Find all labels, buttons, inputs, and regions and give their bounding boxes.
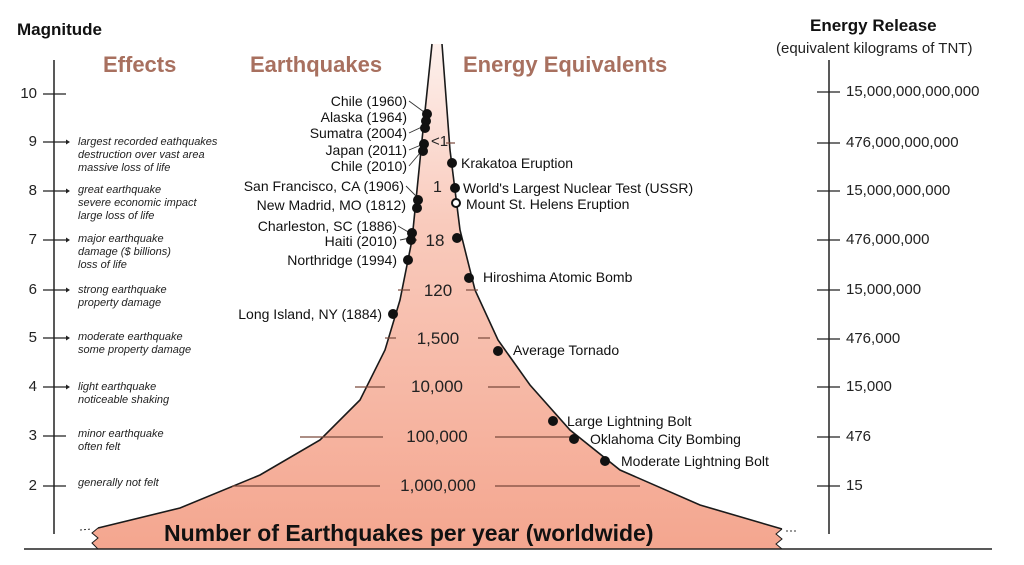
energy-equivalent-label: Average Tornado [513,342,620,358]
energy-value: 15,000,000,000,000 [846,83,980,100]
earthquakes-heading: Earthquakes [250,52,383,77]
energy-value: 15,000,000,000 [846,182,951,199]
count-1500: 1,500 [416,329,460,348]
effect-text-3: minor earthquake often felt [78,428,164,453]
earthquake-label: Charleston, SC (1886) [257,218,397,234]
count-1000000: 1,000,000 [400,476,476,495]
earthquake-label: New Madrid, MO (1812) [256,197,406,213]
energy-value: 476,000,000,000 [846,134,959,151]
magnitude-label: 10 [20,85,37,102]
earthquake-label: Chile (1960) [330,93,407,109]
magnitude-label: 8 [28,182,37,199]
energy-release-title: Energy Release [810,16,937,35]
energy-equivalent-label: Krakatoa Eruption [461,155,574,171]
energy-value: 476,000,000 [846,231,930,248]
effect-text-6: strong earthquake property damage [78,284,167,309]
leader-lines [397,100,425,241]
earthquake-label: Haiti (2010) [324,233,397,249]
earthquake-label: Chile (2010) [330,158,407,174]
effects-heading: Effects [103,52,177,77]
effect-text-8: great earthquake severe economic impact … [78,184,197,222]
earthquake-label: Long Island, NY (1884) [238,306,382,322]
energy-equivalent-label: Large Lightning Bolt [567,413,692,429]
count-1: 1 [433,179,442,196]
earthquake-dots [388,109,432,319]
effect-arrowheads [66,139,70,390]
energy-value: 15,000 [846,378,892,395]
magnitude-label: 5 [28,329,37,346]
effect-text-2: generally not felt [78,477,159,489]
frequency-funnel [92,44,782,549]
magnitude-label: 9 [28,133,37,150]
energy-equivalent-label: Moderate Lightning Bolt [621,453,769,469]
energy-equivalent-label: Mount St. Helens Eruption [466,196,630,212]
energy-equivalents-heading: Energy Equivalents [463,52,668,77]
funnel-caption: Number of Earthquakes per year (worldwid… [164,520,654,546]
energy-equivalent-label: World's Largest Nuclear Test (USSR) [463,180,694,196]
energy-value: 15,000,000 [846,281,922,298]
magnitude-label: 4 [28,378,37,395]
energy-dots [447,158,610,466]
energy-release-subtitle: (equivalent kilograms of TNT) [776,40,973,57]
earthquake-label: Sumatra (2004) [309,125,407,141]
energy-value: 476,000 [846,330,901,347]
energy-value: 476 [846,428,872,445]
magnitude-label: 7 [28,231,37,248]
energy-equivalent-label: Oklahoma City Bombing [590,431,741,447]
energy-value: 15 [846,477,863,494]
effect-text-9: largest recorded eathquakes destruction … [78,136,218,174]
count-lt1: <1 [431,133,449,150]
energy-ticks [817,91,840,487]
count-18: 18 [425,231,445,250]
earthquake-label: Japan (2011) [325,142,407,158]
magnitude-label: 2 [28,477,37,494]
magnitude-label: 6 [28,281,37,298]
magnitude-label: 3 [28,427,37,444]
count-120: 120 [423,281,453,300]
effect-text-5: moderate earthquake some property damage [78,331,192,356]
earthquake-label: Northridge (1994) [287,252,397,268]
magnitude-ticks [43,93,66,487]
energy-equivalent-label: Hiroshima Atomic Bomb [483,269,633,285]
effect-text-4: light earthquake noticeable shaking [78,381,170,406]
count-100000: 100,000 [406,427,468,446]
earthquake-label: San Francisco, CA (1906) [243,178,404,194]
count-lines [232,142,640,487]
magnitude-axis-title: Magnitude [17,20,102,39]
count-10000: 10,000 [411,377,463,396]
effect-text-7: major earthquake damage ($ billions) los… [78,233,171,271]
earthquake-label: Alaska (1964) [320,109,407,125]
